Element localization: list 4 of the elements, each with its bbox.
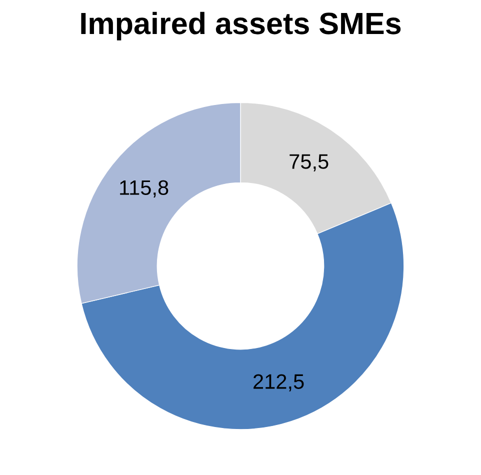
data-label: 75,5 [290, 154, 328, 172]
data-label: 115,8 [120, 180, 168, 198]
chart-title: Impaired assets SMEs [81, 12, 401, 40]
data-label: 212,5 [254, 374, 304, 392]
